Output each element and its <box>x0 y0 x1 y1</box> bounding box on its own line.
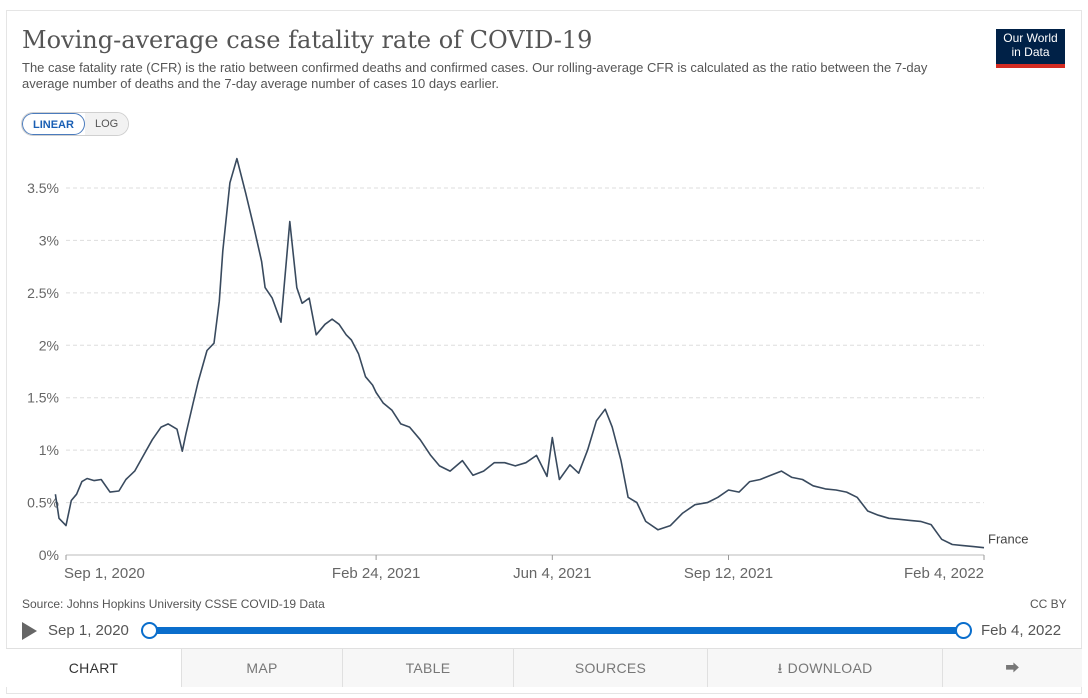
timeline-end-handle[interactable] <box>955 622 972 639</box>
series-label-france: France <box>988 532 1028 547</box>
owid-logo[interactable]: Our World in Data <box>996 29 1065 68</box>
x-tick-label: Jun 4, 2021 <box>513 565 591 582</box>
chart-frame <box>6 10 1082 694</box>
license-link[interactable]: CC BY <box>1030 597 1067 611</box>
source-note[interactable]: Source: Johns Hopkins University CSSE CO… <box>22 597 325 611</box>
scale-toggle: LINEAR LOG <box>21 112 130 136</box>
timeline-track[interactable] <box>150 627 965 634</box>
timeline-start-handle[interactable] <box>141 622 158 639</box>
grid-lines <box>66 187 984 556</box>
y-tick-label: 0% <box>39 547 59 563</box>
tab-download-label: DOWNLOAD <box>787 660 873 676</box>
series-layer: France <box>54 157 1028 549</box>
y-tick-label: 2% <box>39 337 59 353</box>
logo-line-1: Our World <box>1003 31 1058 45</box>
timeline-start-date: Sep 1, 2020 <box>48 622 129 639</box>
series-line-france[interactable] <box>54 157 985 549</box>
tab-download[interactable]: ⭳ DOWNLOAD <box>707 649 942 687</box>
x-tick-label: Sep 1, 2020 <box>64 565 145 582</box>
timeline-end-date: Feb 4, 2022 <box>981 622 1062 639</box>
x-tick-label: Feb 24, 2021 <box>332 565 420 582</box>
chart-subtitle: The case fatality rate (CFR) is the rati… <box>22 60 928 91</box>
y-tick-label: 0.5% <box>27 495 59 511</box>
x-tick-label: Feb 4, 2022 <box>904 565 984 582</box>
y-tick-label: 3% <box>39 232 59 248</box>
share-icon: ⮕ <box>1005 660 1020 676</box>
tab-share[interactable]: ⮕ <box>942 649 1082 687</box>
tab-map[interactable]: MAP <box>181 649 342 687</box>
download-icon: ⭳ <box>777 660 783 676</box>
play-icon[interactable] <box>22 622 37 640</box>
x-axis-ticks: Sep 1, 2020 Feb 24, 2021 Jun 4, 2021 Sep 12… <box>64 555 985 582</box>
log-scale-button[interactable]: LOG <box>84 113 129 135</box>
linear-scale-button[interactable]: LINEAR <box>22 113 85 135</box>
y-tick-label: 1% <box>39 442 59 458</box>
tab-sources[interactable]: SOURCES <box>513 649 707 687</box>
y-tick-label: 1.5% <box>27 390 59 406</box>
bottom-tabs: CHART MAP TABLE SOURCES ⭳ DOWNLOAD ⮕ <box>6 648 1082 687</box>
y-tick-label: 3.5% <box>27 180 59 196</box>
tab-chart[interactable]: CHART <box>6 649 181 687</box>
x-tick-label: Sep 12, 2021 <box>684 565 773 582</box>
line-chart: 0% 0.5% 1% 1.5% 2% 2.5% 3% 3.5% Sep 1, 2020 Feb … <box>27 157 1028 582</box>
y-axis-ticks: 0% 0.5% 1% 1.5% 2% 2.5% 3% 3.5% <box>27 180 59 563</box>
page-title: Moving-average case fatality rate of COV… <box>22 26 593 54</box>
tab-table[interactable]: TABLE <box>342 649 513 687</box>
y-tick-label: 2.5% <box>27 285 59 301</box>
timeline: Sep 1, 2020 Feb 4, 2022 <box>20 618 1070 644</box>
logo-line-2: in Data <box>1011 45 1050 59</box>
